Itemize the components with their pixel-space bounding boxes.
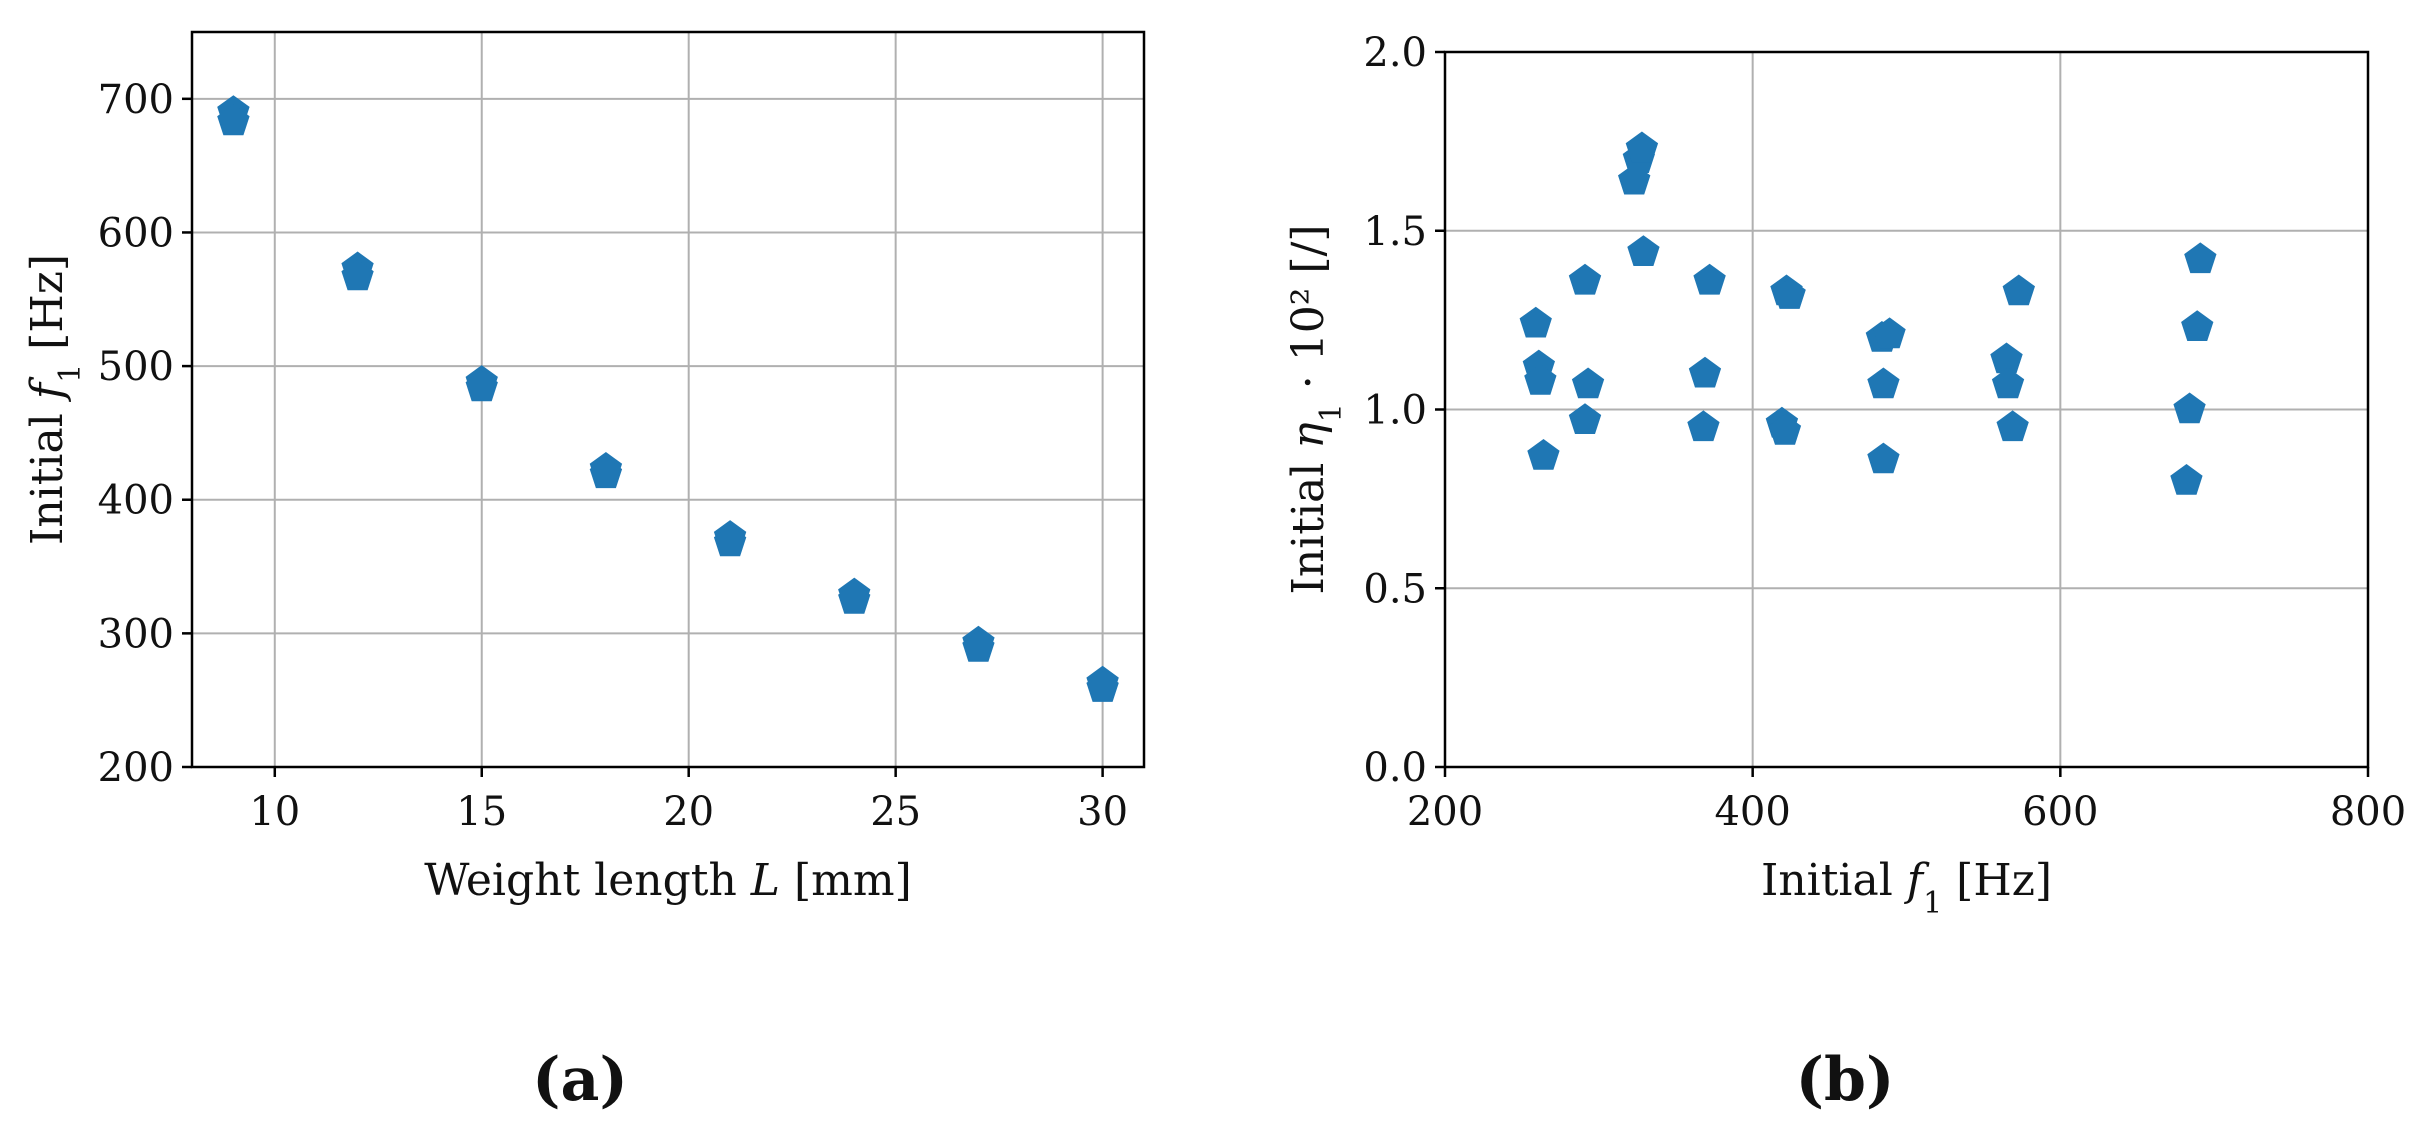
b-data-point [1571,367,1605,399]
b-data-point [1568,403,1602,434]
a-x-tick-label: 25 [870,789,921,835]
b-y-tick-label: 1.5 [1363,209,1427,255]
a-x-tick-label: 15 [456,789,507,835]
b-data-point [2002,274,2035,306]
b-data-point [1527,439,1560,470]
b-data-point [2181,310,2214,341]
b-data-point [1991,367,2025,399]
a-data-point [713,525,747,557]
a-y-tick-label: 500 [98,344,174,390]
b-x-tick-label: 400 [1714,789,1790,835]
b-y-tick-label: 1.0 [1363,388,1427,434]
panel-b-label: (b) [1796,1045,1895,1115]
panel-a-y-axis-label: Initial f1 [Hz] [22,254,88,545]
a-data-point [838,583,871,614]
b-data-point [1768,414,1802,445]
panel-b-ticks: 200 400 600 800 0.0 0.5 1.0 1.5 2.0 [1363,30,2406,835]
b-data-point [1773,278,1806,309]
a-data-point [1086,671,1119,702]
b-data-point [1627,235,1660,266]
panel-a-plot-frame [190,30,1146,769]
a-x-tick-label: 20 [663,789,714,835]
panel-b-x-axis-label: Initial f1 [Hz] [1761,855,2052,921]
a-data-point [217,104,250,136]
b-y-tick-label: 0.5 [1363,566,1427,612]
b-data-point [1867,367,1900,399]
b-data-point [2170,464,2203,495]
b-y-tick-label: 2.0 [1363,30,1427,76]
a-data-point [962,631,995,662]
a-data-point [341,259,374,291]
b-data-point [1625,131,1659,163]
b-x-tick-label: 800 [2330,789,2406,835]
b-data-point [1693,263,1726,295]
b-data-point [2184,242,2217,274]
b-data-point [2173,392,2206,424]
a-y-tick-label: 200 [98,745,174,791]
panel-b-points [1519,131,2217,495]
a-y-tick-label: 700 [98,77,174,123]
b-x-tick-label: 200 [1407,789,1483,835]
b-data-point [1568,263,1602,295]
panel-a-ticks: 10 15 20 25 30 200 300 400 500 600 700 [98,77,1128,835]
b-data-point [1867,442,1900,474]
panel-a-label: (a) [532,1045,628,1115]
a-y-tick-label: 600 [98,210,174,256]
b-data-point [1996,410,2029,442]
a-data-point [465,370,498,402]
panel-a-points [217,95,1119,702]
b-data-point [1990,342,2023,374]
b-data-point [1688,356,1722,388]
a-x-tick-label: 30 [1077,789,1128,835]
panel-b-chart: 200 400 600 800 0.0 0.5 1.0 1.5 2.0 Initial f1 [… [1283,30,2406,1115]
panel-b-y-axis-label: Initial η1 · 10² [/] [1283,224,1349,594]
a-x-tick-label: 10 [249,789,300,835]
panel-a-chart: 10 15 20 25 30 200 300 400 500 600 700 Weight leng… [22,30,1146,1115]
panel-a-x-axis-label: Weight length L [mm] [424,855,912,906]
a-data-point [589,457,623,489]
a-y-tick-label: 300 [98,611,174,657]
b-data-point [1519,306,1552,338]
b-y-tick-label: 0.0 [1363,745,1427,791]
b-x-tick-label: 600 [2022,789,2098,835]
a-y-tick-label: 400 [98,478,174,524]
b-data-point [1873,317,1906,349]
b-data-point [1687,410,1720,442]
b-data-point [1524,363,1557,395]
panel-a-grid [192,32,1144,768]
